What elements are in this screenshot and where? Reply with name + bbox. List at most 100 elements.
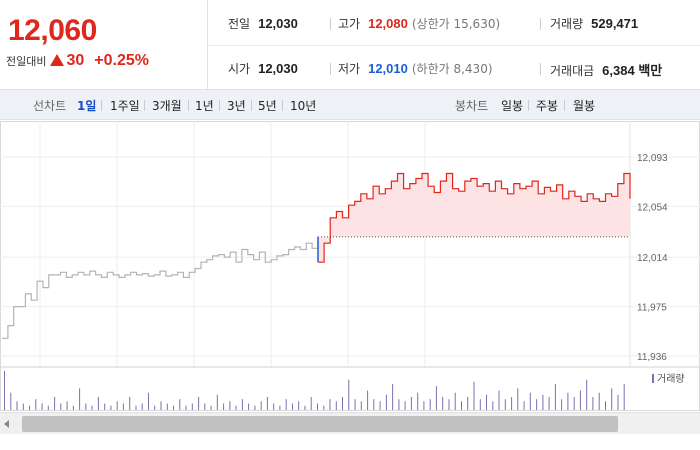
chart-lines <box>2 172 631 339</box>
stat-label: 거래량 <box>550 17 584 31</box>
volume-bar <box>66 401 68 410</box>
volume-bar <box>16 401 18 410</box>
stat-value: 6,384 백만 <box>602 63 663 78</box>
volume-bar <box>354 399 356 410</box>
volume-bar <box>60 403 62 410</box>
volume-bar <box>605 401 606 410</box>
series-today <box>318 172 631 263</box>
volume-bar <box>623 384 625 410</box>
volume-bar <box>517 388 519 410</box>
volume-bar <box>511 397 513 410</box>
line-chart-label: 선차트 <box>33 99 67 113</box>
stat-amount: 거래대금 6,384 백만 <box>550 60 662 79</box>
volume-bar <box>35 399 37 410</box>
scroll-left-icon[interactable] <box>4 420 9 428</box>
chart-grid <box>0 121 700 411</box>
divider <box>528 100 529 111</box>
candle-monthly[interactable]: 월봉 <box>573 99 596 113</box>
period-3m[interactable]: 3개월 <box>152 99 182 113</box>
volume-bar <box>448 399 450 410</box>
stat-label: 시가 <box>228 62 251 76</box>
volume-bar <box>47 405 49 410</box>
change-label: 전일대비 <box>6 55 47 68</box>
up-area-fill <box>318 173 630 263</box>
y-tick-label: 12,054 <box>637 202 668 213</box>
candle-weekly[interactable]: 주봉 <box>536 99 559 113</box>
period-3y[interactable]: 3년 <box>227 99 246 113</box>
volume-bar <box>579 390 581 410</box>
y-tick-label: 12,014 <box>637 253 668 264</box>
volume-bar <box>154 405 156 410</box>
volume-bar <box>492 401 494 410</box>
volume-bar <box>548 397 550 410</box>
volume-bar <box>298 401 300 410</box>
stat-label: 전일 <box>228 17 251 31</box>
volume-bar <box>442 397 444 410</box>
stat-value: 12,010 <box>368 61 408 76</box>
volume-bar <box>72 405 74 410</box>
volume-bar <box>216 394 218 410</box>
volume-bar <box>166 403 168 410</box>
period-1w[interactable]: 1주일 <box>110 99 140 113</box>
divider <box>540 18 541 30</box>
volume-bar <box>479 399 481 410</box>
volume-bar <box>423 401 425 410</box>
scroll-thumb[interactable] <box>22 416 618 432</box>
volume-bar <box>116 401 118 410</box>
volume-bar <box>586 379 588 410</box>
stat-sub: (하한가 8,430) <box>411 62 493 76</box>
volume-bar <box>398 399 400 410</box>
volume-bar <box>260 401 262 410</box>
period-5y[interactable]: 5년 <box>258 99 277 113</box>
volume-bar <box>141 403 143 410</box>
volume-bar <box>235 405 237 410</box>
chart-scrollbar[interactable] <box>0 412 700 434</box>
divider <box>219 100 220 111</box>
stat-label: 저가 <box>338 62 361 76</box>
divider <box>330 18 331 30</box>
current-price: 12,060 <box>8 14 97 47</box>
volume-bar <box>536 399 538 410</box>
period-10y[interactable]: 10년 <box>290 99 317 113</box>
period-1y[interactable]: 1년 <box>195 99 214 113</box>
volume-bar <box>160 401 162 410</box>
candle-daily[interactable]: 일봉 <box>501 99 524 113</box>
volume-bar <box>329 399 331 410</box>
volume-bar <box>10 392 12 410</box>
volume-bar <box>223 403 225 410</box>
volume-bar <box>310 397 312 410</box>
volume-bar <box>173 405 174 410</box>
volume-bar <box>379 401 381 410</box>
volume-bar <box>248 403 250 410</box>
volume-bar <box>97 397 99 410</box>
volume-bar <box>542 394 544 410</box>
volume-bar <box>617 394 619 410</box>
volume-bar <box>461 401 462 410</box>
volume-bar <box>91 405 93 410</box>
stat-value: 12,080 <box>368 16 408 31</box>
volume-bar <box>317 403 318 410</box>
stat-volume: 거래량 529,471 <box>550 15 638 32</box>
volume-bar <box>417 392 419 410</box>
volume-bar <box>266 397 268 410</box>
volume-bar <box>304 405 306 410</box>
stat-prev-close: 전일 12,030 <box>228 15 298 32</box>
candle-chart-label: 봉차트 <box>455 99 489 113</box>
volume-bar <box>135 405 137 410</box>
volume-bar <box>191 403 193 410</box>
divider <box>188 100 189 111</box>
period-1d[interactable]: 1일 <box>77 99 97 113</box>
series-previous <box>2 242 319 339</box>
volume-bar <box>110 405 112 410</box>
volume-bar <box>210 405 212 410</box>
volume-bar <box>473 381 475 410</box>
divider <box>540 63 541 75</box>
volume-bar <box>179 399 181 410</box>
volume-bar <box>404 401 406 410</box>
stat-value: 12,030 <box>258 16 298 31</box>
volume-bar <box>129 397 131 410</box>
volume-bar <box>435 386 437 410</box>
change-value: 30 <box>66 52 85 69</box>
volume-bar <box>185 405 187 410</box>
divider <box>101 100 102 111</box>
